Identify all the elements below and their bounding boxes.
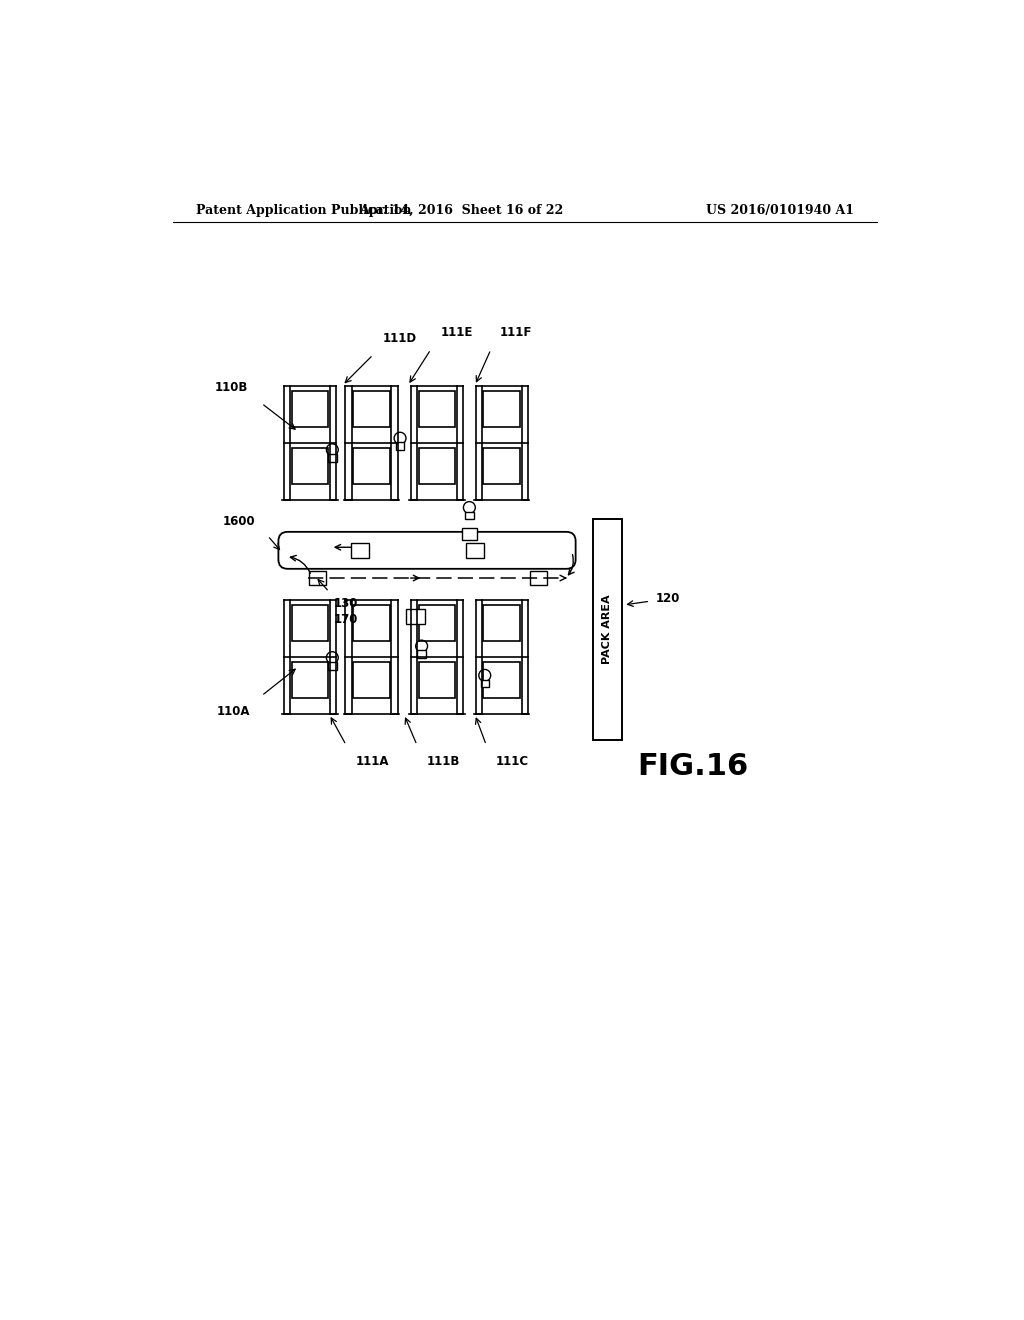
Bar [351, 543, 370, 558]
Bar [396, 442, 404, 450]
Text: 111F: 111F [500, 326, 532, 339]
Text: 111E: 111E [441, 326, 473, 339]
Text: Apr. 14, 2016  Sheet 16 of 22: Apr. 14, 2016 Sheet 16 of 22 [359, 205, 564, 218]
Bar [292, 391, 329, 428]
Bar [593, 519, 622, 739]
Bar [483, 447, 520, 484]
Bar [407, 609, 425, 624]
Bar [462, 528, 477, 540]
Bar [419, 661, 456, 698]
Bar [353, 661, 390, 698]
Bar [419, 447, 456, 484]
Text: 1600: 1600 [222, 515, 255, 528]
Text: 170: 170 [334, 612, 358, 626]
Text: 110B: 110B [214, 381, 248, 395]
Text: 130: 130 [334, 597, 358, 610]
Text: 110A: 110A [216, 705, 250, 718]
Bar [465, 512, 473, 519]
Bar [418, 651, 426, 657]
Bar [328, 661, 337, 669]
Text: 120: 120 [655, 593, 680, 606]
Bar [328, 454, 337, 462]
Bar [353, 447, 390, 484]
Text: 111A: 111A [356, 755, 390, 768]
Text: 111C: 111C [496, 755, 528, 768]
Bar [483, 605, 520, 642]
Bar [483, 661, 520, 698]
Bar [466, 543, 484, 558]
Text: PACK AREA: PACK AREA [602, 594, 612, 664]
Bar [483, 391, 520, 428]
Text: FIG.16: FIG.16 [637, 752, 749, 781]
Bar [419, 391, 456, 428]
Bar [292, 447, 329, 484]
Text: Patent Application Publication: Patent Application Publication [196, 205, 412, 218]
Bar [292, 661, 329, 698]
Bar [419, 605, 456, 642]
Bar [530, 572, 547, 585]
Bar [292, 605, 329, 642]
Text: 111D: 111D [383, 331, 417, 345]
Bar [353, 605, 390, 642]
Text: US 2016/0101940 A1: US 2016/0101940 A1 [707, 205, 854, 218]
Bar [480, 680, 489, 688]
Bar [309, 572, 326, 585]
Bar [353, 391, 390, 428]
Text: 111B: 111B [427, 755, 461, 768]
